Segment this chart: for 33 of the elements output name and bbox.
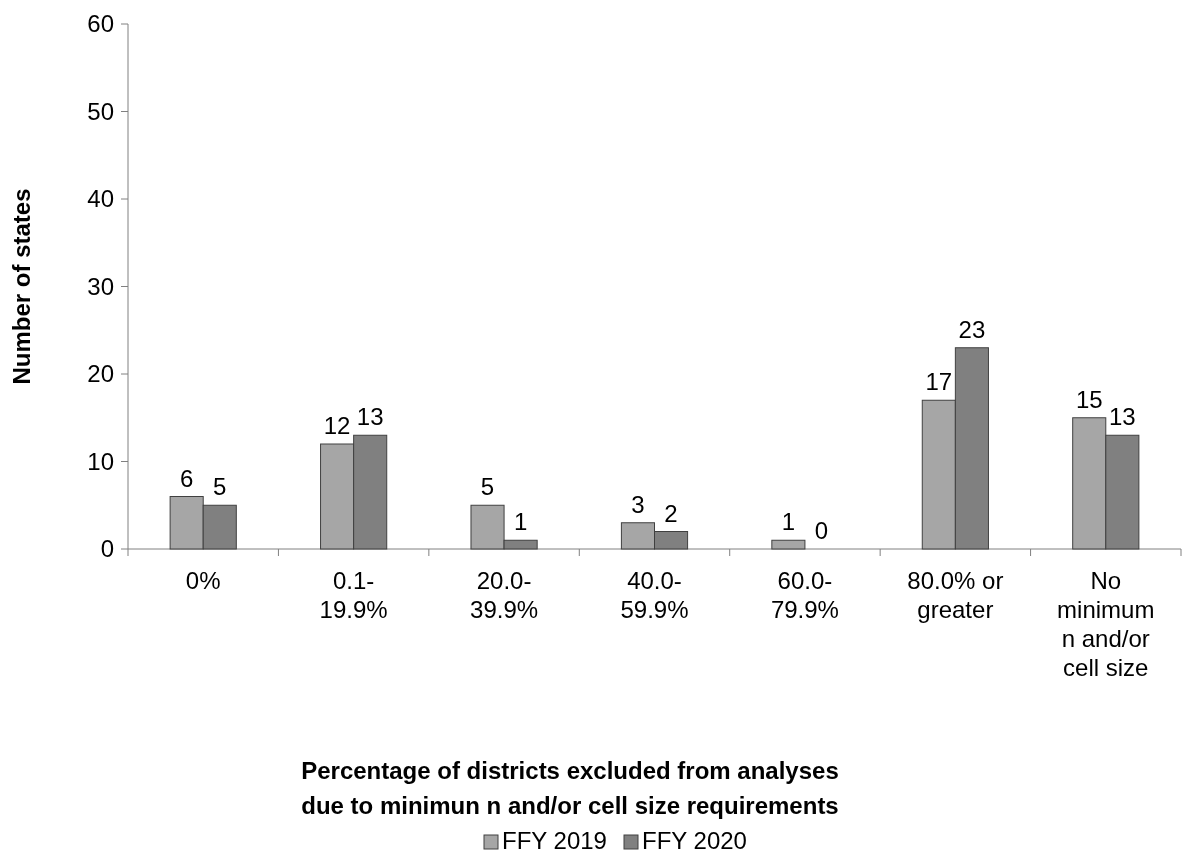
y-axis-title: Number of states [8,188,35,385]
data-label: 12 [323,412,351,439]
legend-label: FFY 2020 [642,827,747,854]
data-label: 13 [1108,403,1136,431]
data-label: 15 [1075,385,1103,413]
y-tick-label: 20 [87,360,114,388]
y-tick-label: 40 [87,185,114,213]
x-tick-label: 20.0- 39.9% [470,567,539,623]
x-tick-label: 60.0- 79.9% [770,567,839,623]
y-tick-label: 60 [87,10,114,38]
x-tick-label: 80.0% or greater [907,567,1004,623]
x-tick-label: 40.0- 59.9% [620,567,689,623]
data-label: 23 [958,315,986,343]
x-axis-title: Percentage of districts excluded from analyses due to minimun n and/or cell size requirements [301,757,839,819]
data-label: 5 [213,473,227,501]
x-tick-label: 0% [185,567,221,594]
y-tick-label: 30 [87,272,114,300]
data-label: 17 [925,368,953,396]
data-label: 6 [179,464,194,492]
data-label: 1 [781,508,796,536]
x-tick-label: 0.1- 19.9% [319,567,388,623]
data-label: 0 [814,517,829,544]
x-tick-label: No minimum n and/or cell size [1057,567,1155,681]
bar [771,539,806,550]
data-label: 1 [513,508,528,536]
data-label: 13 [356,403,384,431]
data-label: 5 [480,473,495,501]
y-tick-label: 10 [87,447,114,475]
data-label: 3 [631,490,645,518]
y-tick-label: 0 [100,535,114,563]
y-tick-label: 50 [87,97,114,125]
data-label: 2 [664,499,678,527]
legend-label: FFY 2019 [502,827,607,854]
